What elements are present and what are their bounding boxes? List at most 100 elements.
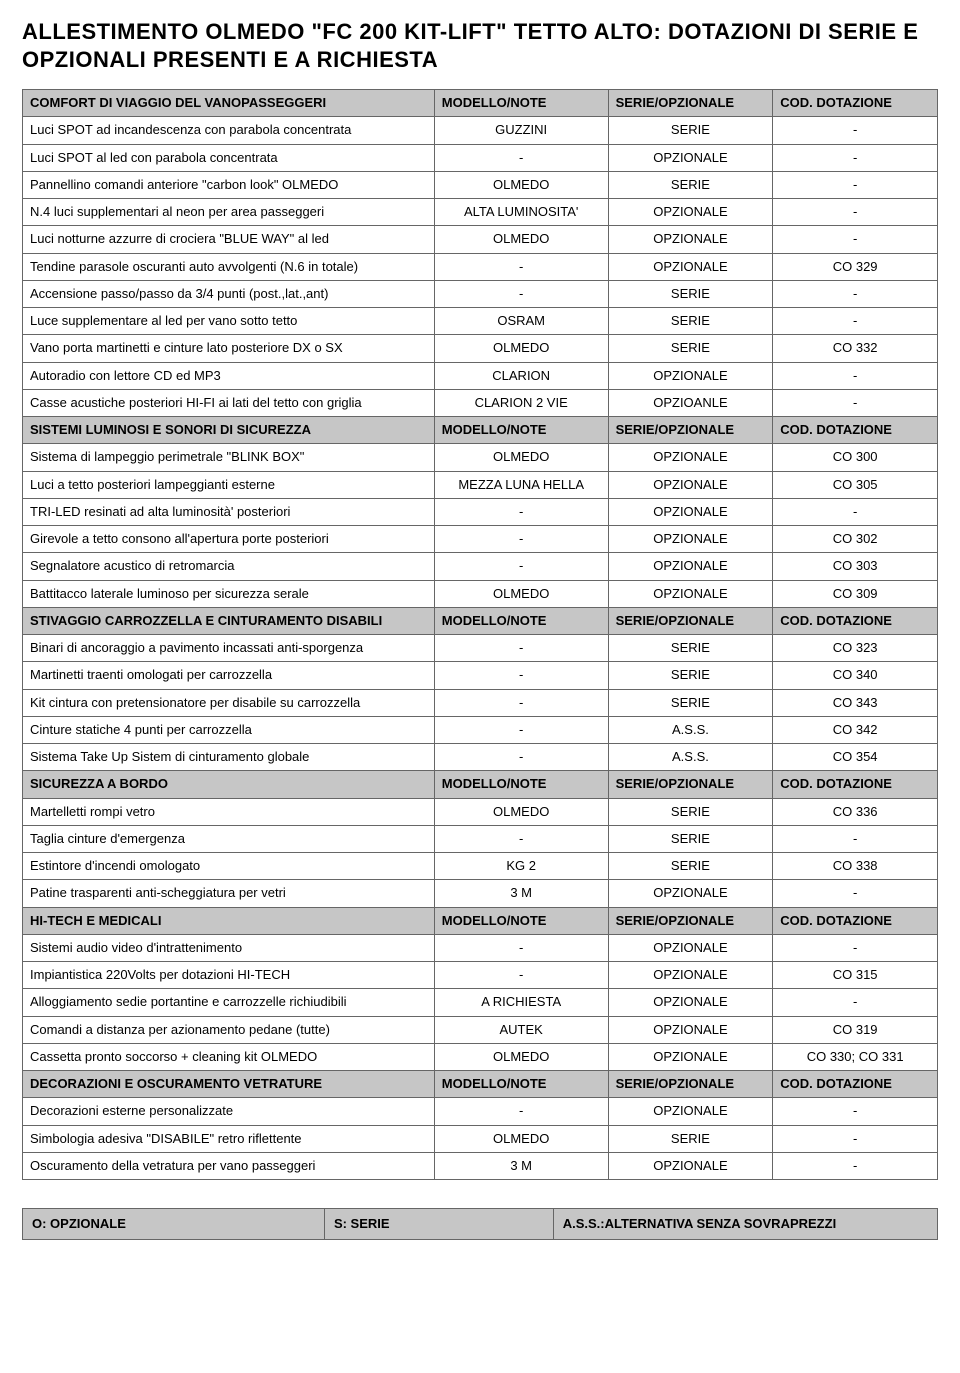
section-title-cell: DECORAZIONI E OSCURAMENTO VETRATURE xyxy=(23,1071,435,1098)
table-row: Impiantistica 220Volts per dotazioni HI-… xyxy=(23,962,938,989)
table-row: Simbologia adesiva "DISABILE" retro rifl… xyxy=(23,1125,938,1152)
model-note-cell: - xyxy=(434,934,608,961)
table-row: Decorazioni esterne personalizzate-OPZIO… xyxy=(23,1098,938,1125)
cod-dotazione-cell: - xyxy=(773,171,938,198)
serie-opzionale-cell: SERIE xyxy=(608,798,773,825)
cod-dotazione-cell: CO 354 xyxy=(773,744,938,771)
section-header-row: SISTEMI LUMINOSI E SONORI DI SICUREZZAMO… xyxy=(23,417,938,444)
page-title: ALLESTIMENTO OLMEDO "FC 200 KIT-LIFT" TE… xyxy=(22,18,938,73)
table-row: Segnalatore acustico di retromarcia-OPZI… xyxy=(23,553,938,580)
table-row: Autoradio con lettore CD ed MP3CLARIONOP… xyxy=(23,362,938,389)
table-row: Luci SPOT ad incandescenza con parabola … xyxy=(23,117,938,144)
section-header-row: HI-TECH E MEDICALIMODELLO/NOTESERIE/OPZI… xyxy=(23,907,938,934)
item-description-cell: Oscuramento della vetratura per vano pas… xyxy=(23,1152,435,1179)
item-description-cell: Decorazioni esterne personalizzate xyxy=(23,1098,435,1125)
table-row: Pannellino comandi anteriore "carbon loo… xyxy=(23,171,938,198)
item-description-cell: Sistema Take Up Sistem di cinturamento g… xyxy=(23,744,435,771)
serie-opzionale-cell: OPZIONALE xyxy=(608,253,773,280)
serie-opzionale-cell: OPZIONALE xyxy=(608,989,773,1016)
item-description-cell: Pannellino comandi anteriore "carbon loo… xyxy=(23,171,435,198)
table-row: Vano porta martinetti e cinture lato pos… xyxy=(23,335,938,362)
serie-opzionale-cell: OPZIONALE xyxy=(608,526,773,553)
table-row: Oscuramento della vetratura per vano pas… xyxy=(23,1152,938,1179)
item-description-cell: TRI-LED resinati ad alta luminosità' pos… xyxy=(23,498,435,525)
legend-table: O: OPZIONALE S: SERIE A.S.S.:ALTERNATIVA… xyxy=(22,1208,938,1240)
table-row: Martinetti traenti omologati per carrozz… xyxy=(23,662,938,689)
table-row: Luci SPOT al led con parabola concentrat… xyxy=(23,144,938,171)
table-row: Kit cintura con pretensionatore per disa… xyxy=(23,689,938,716)
model-note-cell: - xyxy=(434,526,608,553)
table-row: TRI-LED resinati ad alta luminosità' pos… xyxy=(23,498,938,525)
item-description-cell: Luci SPOT al led con parabola concentrat… xyxy=(23,144,435,171)
item-description-cell: Simbologia adesiva "DISABILE" retro rifl… xyxy=(23,1125,435,1152)
column-header-cell: SERIE/OPZIONALE xyxy=(608,771,773,798)
item-description-cell: Accensione passo/passo da 3/4 punti (pos… xyxy=(23,280,435,307)
item-description-cell: Patine trasparenti anti-scheggiatura per… xyxy=(23,880,435,907)
serie-opzionale-cell: OPZIONALE xyxy=(608,934,773,961)
cod-dotazione-cell: CO 319 xyxy=(773,1016,938,1043)
table-row: Girevole a tetto consono all'apertura po… xyxy=(23,526,938,553)
item-description-cell: Alloggiamento sedie portantine e carrozz… xyxy=(23,989,435,1016)
item-description-cell: Segnalatore acustico di retromarcia xyxy=(23,553,435,580)
table-row: Luce supplementare al led per vano sotto… xyxy=(23,308,938,335)
cod-dotazione-cell: - xyxy=(773,362,938,389)
model-note-cell: CLARION xyxy=(434,362,608,389)
cod-dotazione-cell: - xyxy=(773,308,938,335)
model-note-cell: - xyxy=(434,280,608,307)
serie-opzionale-cell: SERIE xyxy=(608,308,773,335)
serie-opzionale-cell: SERIE xyxy=(608,117,773,144)
cod-dotazione-cell: - xyxy=(773,389,938,416)
model-note-cell: - xyxy=(434,253,608,280)
cod-dotazione-cell: - xyxy=(773,880,938,907)
model-note-cell: - xyxy=(434,635,608,662)
section-title-cell: STIVAGGIO CARROZZELLA E CINTURAMENTO DIS… xyxy=(23,607,435,634)
table-row: Luci a tetto posteriori lampeggianti est… xyxy=(23,471,938,498)
cod-dotazione-cell: - xyxy=(773,117,938,144)
model-note-cell: KG 2 xyxy=(434,853,608,880)
serie-opzionale-cell: OPZIONALE xyxy=(608,144,773,171)
item-description-cell: Impiantistica 220Volts per dotazioni HI-… xyxy=(23,962,435,989)
serie-opzionale-cell: OPZIONALE xyxy=(608,199,773,226)
serie-opzionale-cell: OPZIONALE xyxy=(608,962,773,989)
table-row: Luci notturne azzurre di crociera "BLUE … xyxy=(23,226,938,253)
table-row: N.4 luci supplementari al neon per area … xyxy=(23,199,938,226)
section-title-cell: HI-TECH E MEDICALI xyxy=(23,907,435,934)
column-header-cell: COD. DOTAZIONE xyxy=(773,907,938,934)
cod-dotazione-cell: - xyxy=(773,1152,938,1179)
model-note-cell: OLMEDO xyxy=(434,798,608,825)
column-header-cell: MODELLO/NOTE xyxy=(434,607,608,634)
item-description-cell: N.4 luci supplementari al neon per area … xyxy=(23,199,435,226)
column-header-cell: SERIE/OPZIONALE xyxy=(608,417,773,444)
cod-dotazione-cell: CO 303 xyxy=(773,553,938,580)
column-header-cell: COD. DOTAZIONE xyxy=(773,1071,938,1098)
cod-dotazione-cell: - xyxy=(773,280,938,307)
model-note-cell: OLMEDO xyxy=(434,335,608,362)
item-description-cell: Casse acustiche posteriori HI-FI ai lati… xyxy=(23,389,435,416)
item-description-cell: Autoradio con lettore CD ed MP3 xyxy=(23,362,435,389)
table-row: Binari di ancoraggio a pavimento incassa… xyxy=(23,635,938,662)
serie-opzionale-cell: OPZIONALE xyxy=(608,1152,773,1179)
item-description-cell: Martinetti traenti omologati per carrozz… xyxy=(23,662,435,689)
cod-dotazione-cell: CO 323 xyxy=(773,635,938,662)
cod-dotazione-cell: CO 309 xyxy=(773,580,938,607)
item-description-cell: Sistema di lampeggio perimetrale "BLINK … xyxy=(23,444,435,471)
cod-dotazione-cell: CO 343 xyxy=(773,689,938,716)
item-description-cell: Luci notturne azzurre di crociera "BLUE … xyxy=(23,226,435,253)
serie-opzionale-cell: OPZIONALE xyxy=(608,580,773,607)
serie-opzionale-cell: OPZIONALE xyxy=(608,362,773,389)
item-description-cell: Comandi a distanza per azionamento pedan… xyxy=(23,1016,435,1043)
column-header-cell: COD. DOTAZIONE xyxy=(773,90,938,117)
cod-dotazione-cell: - xyxy=(773,226,938,253)
cod-dotazione-cell: - xyxy=(773,989,938,1016)
table-row: Taglia cinture d'emergenza-SERIE- xyxy=(23,825,938,852)
item-description-cell: Martelletti rompi vetro xyxy=(23,798,435,825)
model-note-cell: CLARION 2 VIE xyxy=(434,389,608,416)
serie-opzionale-cell: OPZIONALE xyxy=(608,1043,773,1070)
column-header-cell: MODELLO/NOTE xyxy=(434,907,608,934)
cod-dotazione-cell: - xyxy=(773,1125,938,1152)
model-note-cell: - xyxy=(434,962,608,989)
section-title-cell: COMFORT DI VIAGGIO DEL VANOPASSEGGERI xyxy=(23,90,435,117)
table-row: Estintore d'incendi omologatoKG 2SERIECO… xyxy=(23,853,938,880)
section-header-row: COMFORT DI VIAGGIO DEL VANOPASSEGGERIMOD… xyxy=(23,90,938,117)
table-row: Cassetta pronto soccorso + cleaning kit … xyxy=(23,1043,938,1070)
